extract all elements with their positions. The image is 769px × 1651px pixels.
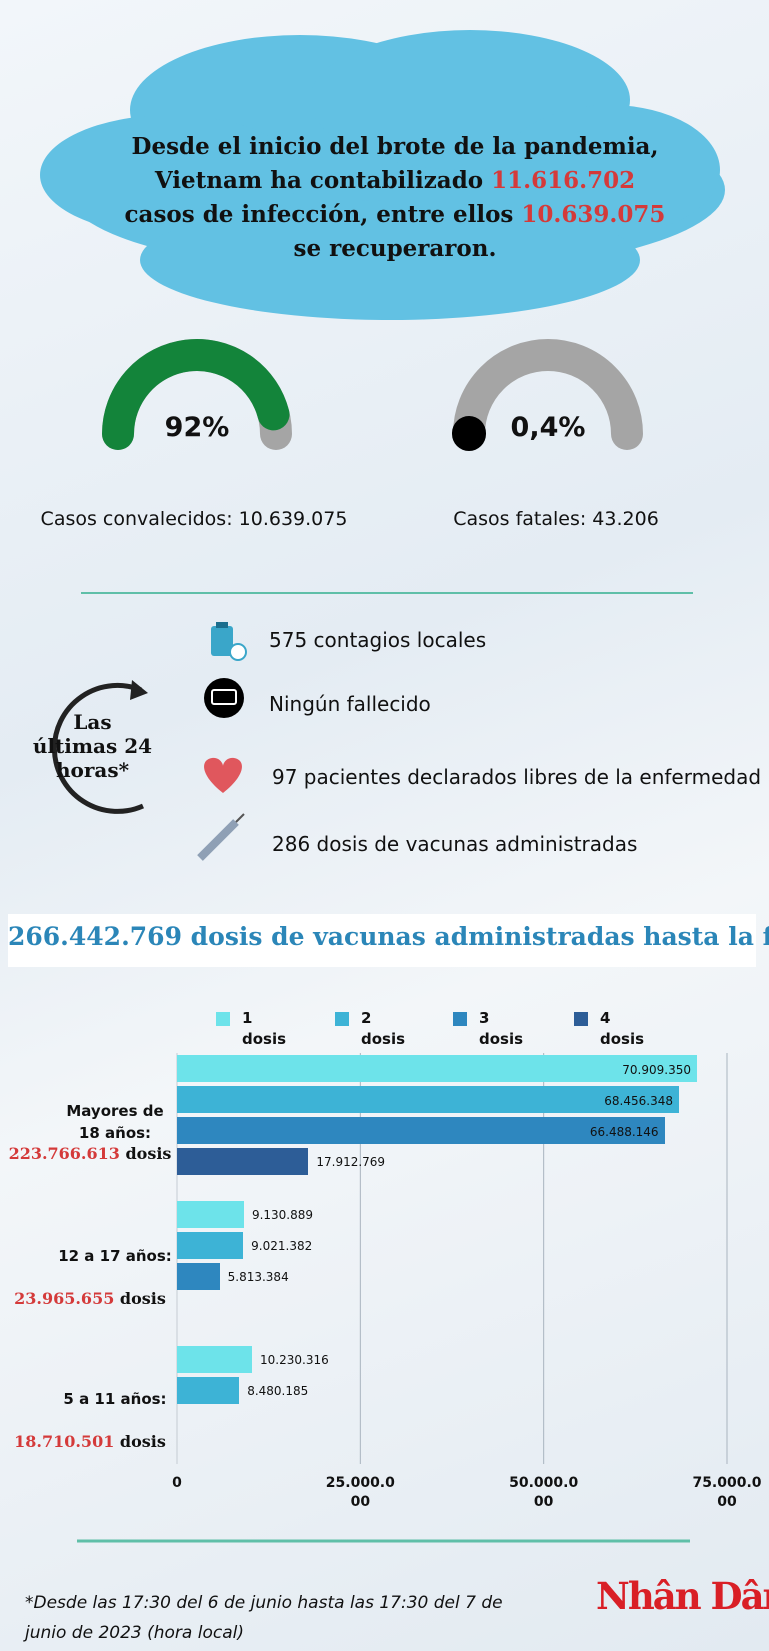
stat-item: 575 contagios locales bbox=[269, 628, 487, 652]
legend-label: 1 dosis bbox=[242, 1009, 287, 1048]
total-unit: dosis bbox=[119, 1289, 166, 1308]
label-line: horas* bbox=[55, 758, 130, 782]
value-label: 10.230.316 bbox=[260, 1353, 329, 1367]
header-line: Vietnam ha contabilizado bbox=[154, 167, 484, 194]
gauge-caption: Casos fatales: 43.206 bbox=[453, 508, 659, 530]
bar bbox=[177, 1148, 309, 1175]
category-label: Mayores de 18 años: bbox=[66, 1102, 164, 1142]
bar bbox=[177, 1232, 244, 1259]
bar bbox=[177, 1346, 253, 1373]
legend-label: 3 dosis bbox=[479, 1009, 524, 1048]
clipboard-icon bbox=[211, 622, 247, 661]
header-line: Desde el inicio del brote de la pandemia… bbox=[131, 133, 659, 160]
category-total: 23.965.655 dosis bbox=[5, 1289, 175, 1308]
gauge-label: 0,4% bbox=[510, 412, 586, 443]
total-doses: 18.710.501 bbox=[14, 1432, 115, 1451]
value-label: 17.912.769 bbox=[316, 1155, 386, 1169]
x-tick-label: 50.000.000 bbox=[509, 1475, 579, 1510]
total-cases: 11.616.702 bbox=[491, 167, 636, 194]
total-doses: 223.766.613 bbox=[8, 1144, 120, 1163]
stat-item: 97 pacientes declarados libres de la enf… bbox=[272, 765, 762, 789]
syringe-icon bbox=[197, 813, 245, 861]
chart-title: 266.442.769 dosis de vacunas administrad… bbox=[8, 922, 769, 951]
label-line: últimas 24 bbox=[32, 734, 153, 758]
category-total: 18.710.501 dosis bbox=[5, 1432, 175, 1451]
stat-item: 286 dosis de vacunas administradas bbox=[272, 832, 638, 856]
header-text: Desde el inicio del brote de la pandemia… bbox=[0, 130, 769, 266]
category-label: 5 a 11 años: bbox=[63, 1390, 167, 1408]
category-total: 223.766.613 dosis bbox=[5, 1144, 175, 1163]
title-box bbox=[8, 914, 756, 967]
value-label: 8.480.185 bbox=[247, 1384, 309, 1398]
stat-item: Ningún fallecido bbox=[269, 692, 431, 716]
category-label: 12 a 17 años: bbox=[58, 1247, 172, 1265]
value-label: 5.813.384 bbox=[227, 1270, 289, 1284]
legend-swatch bbox=[335, 1012, 349, 1026]
x-tick-label: 75.000.000 bbox=[692, 1475, 762, 1510]
bar bbox=[177, 1377, 240, 1404]
header-line: se recuperaron. bbox=[293, 235, 497, 262]
legend-label: 4 dosis bbox=[600, 1009, 645, 1048]
bar bbox=[177, 1263, 220, 1290]
header-line: casos de infección, entre ellos bbox=[124, 201, 514, 228]
legend-swatch bbox=[574, 1012, 588, 1026]
gauge-caption: Casos convalecidos: 10.639.075 bbox=[40, 508, 348, 530]
recovered: 10.639.075 bbox=[521, 201, 666, 228]
value-label: 70.909.350 bbox=[622, 1063, 691, 1077]
bar bbox=[177, 1201, 244, 1228]
heart-icon bbox=[204, 757, 242, 793]
total-unit: dosis bbox=[119, 1432, 166, 1451]
total-doses: 23.965.655 bbox=[14, 1289, 115, 1308]
gauge-value bbox=[102, 339, 290, 450]
gauge-label: 92% bbox=[164, 412, 230, 443]
gauge-track bbox=[453, 339, 643, 450]
arrow-head bbox=[130, 680, 148, 700]
bar bbox=[177, 1117, 665, 1144]
legend-label: 2 dosis bbox=[361, 1009, 406, 1048]
bar bbox=[177, 1086, 679, 1113]
legend-swatch bbox=[453, 1012, 467, 1026]
logo: Nhân Dân bbox=[596, 1574, 769, 1618]
x-tick-label: 25.000.000 bbox=[325, 1475, 395, 1510]
ambulance-icon bbox=[204, 678, 244, 718]
footnote: *Desde las 17:30 del 6 de junio hasta la… bbox=[25, 1593, 503, 1643]
bar bbox=[177, 1055, 697, 1082]
value-label: 68.456.348 bbox=[604, 1094, 673, 1108]
cloud bbox=[40, 30, 725, 320]
total-unit: dosis bbox=[125, 1144, 172, 1163]
value-label: 66.488.146 bbox=[589, 1125, 659, 1139]
legend-swatch bbox=[216, 1012, 230, 1026]
x-tick-label: 0 bbox=[172, 1475, 182, 1491]
value-label: 9.021.382 bbox=[251, 1239, 313, 1253]
last-24h-label: Las últimas 24 horas* bbox=[20, 710, 165, 782]
cycle-arrow bbox=[51, 682, 145, 814]
value-label: 9.130.889 bbox=[251, 1208, 314, 1222]
label-line: Las bbox=[73, 710, 112, 734]
